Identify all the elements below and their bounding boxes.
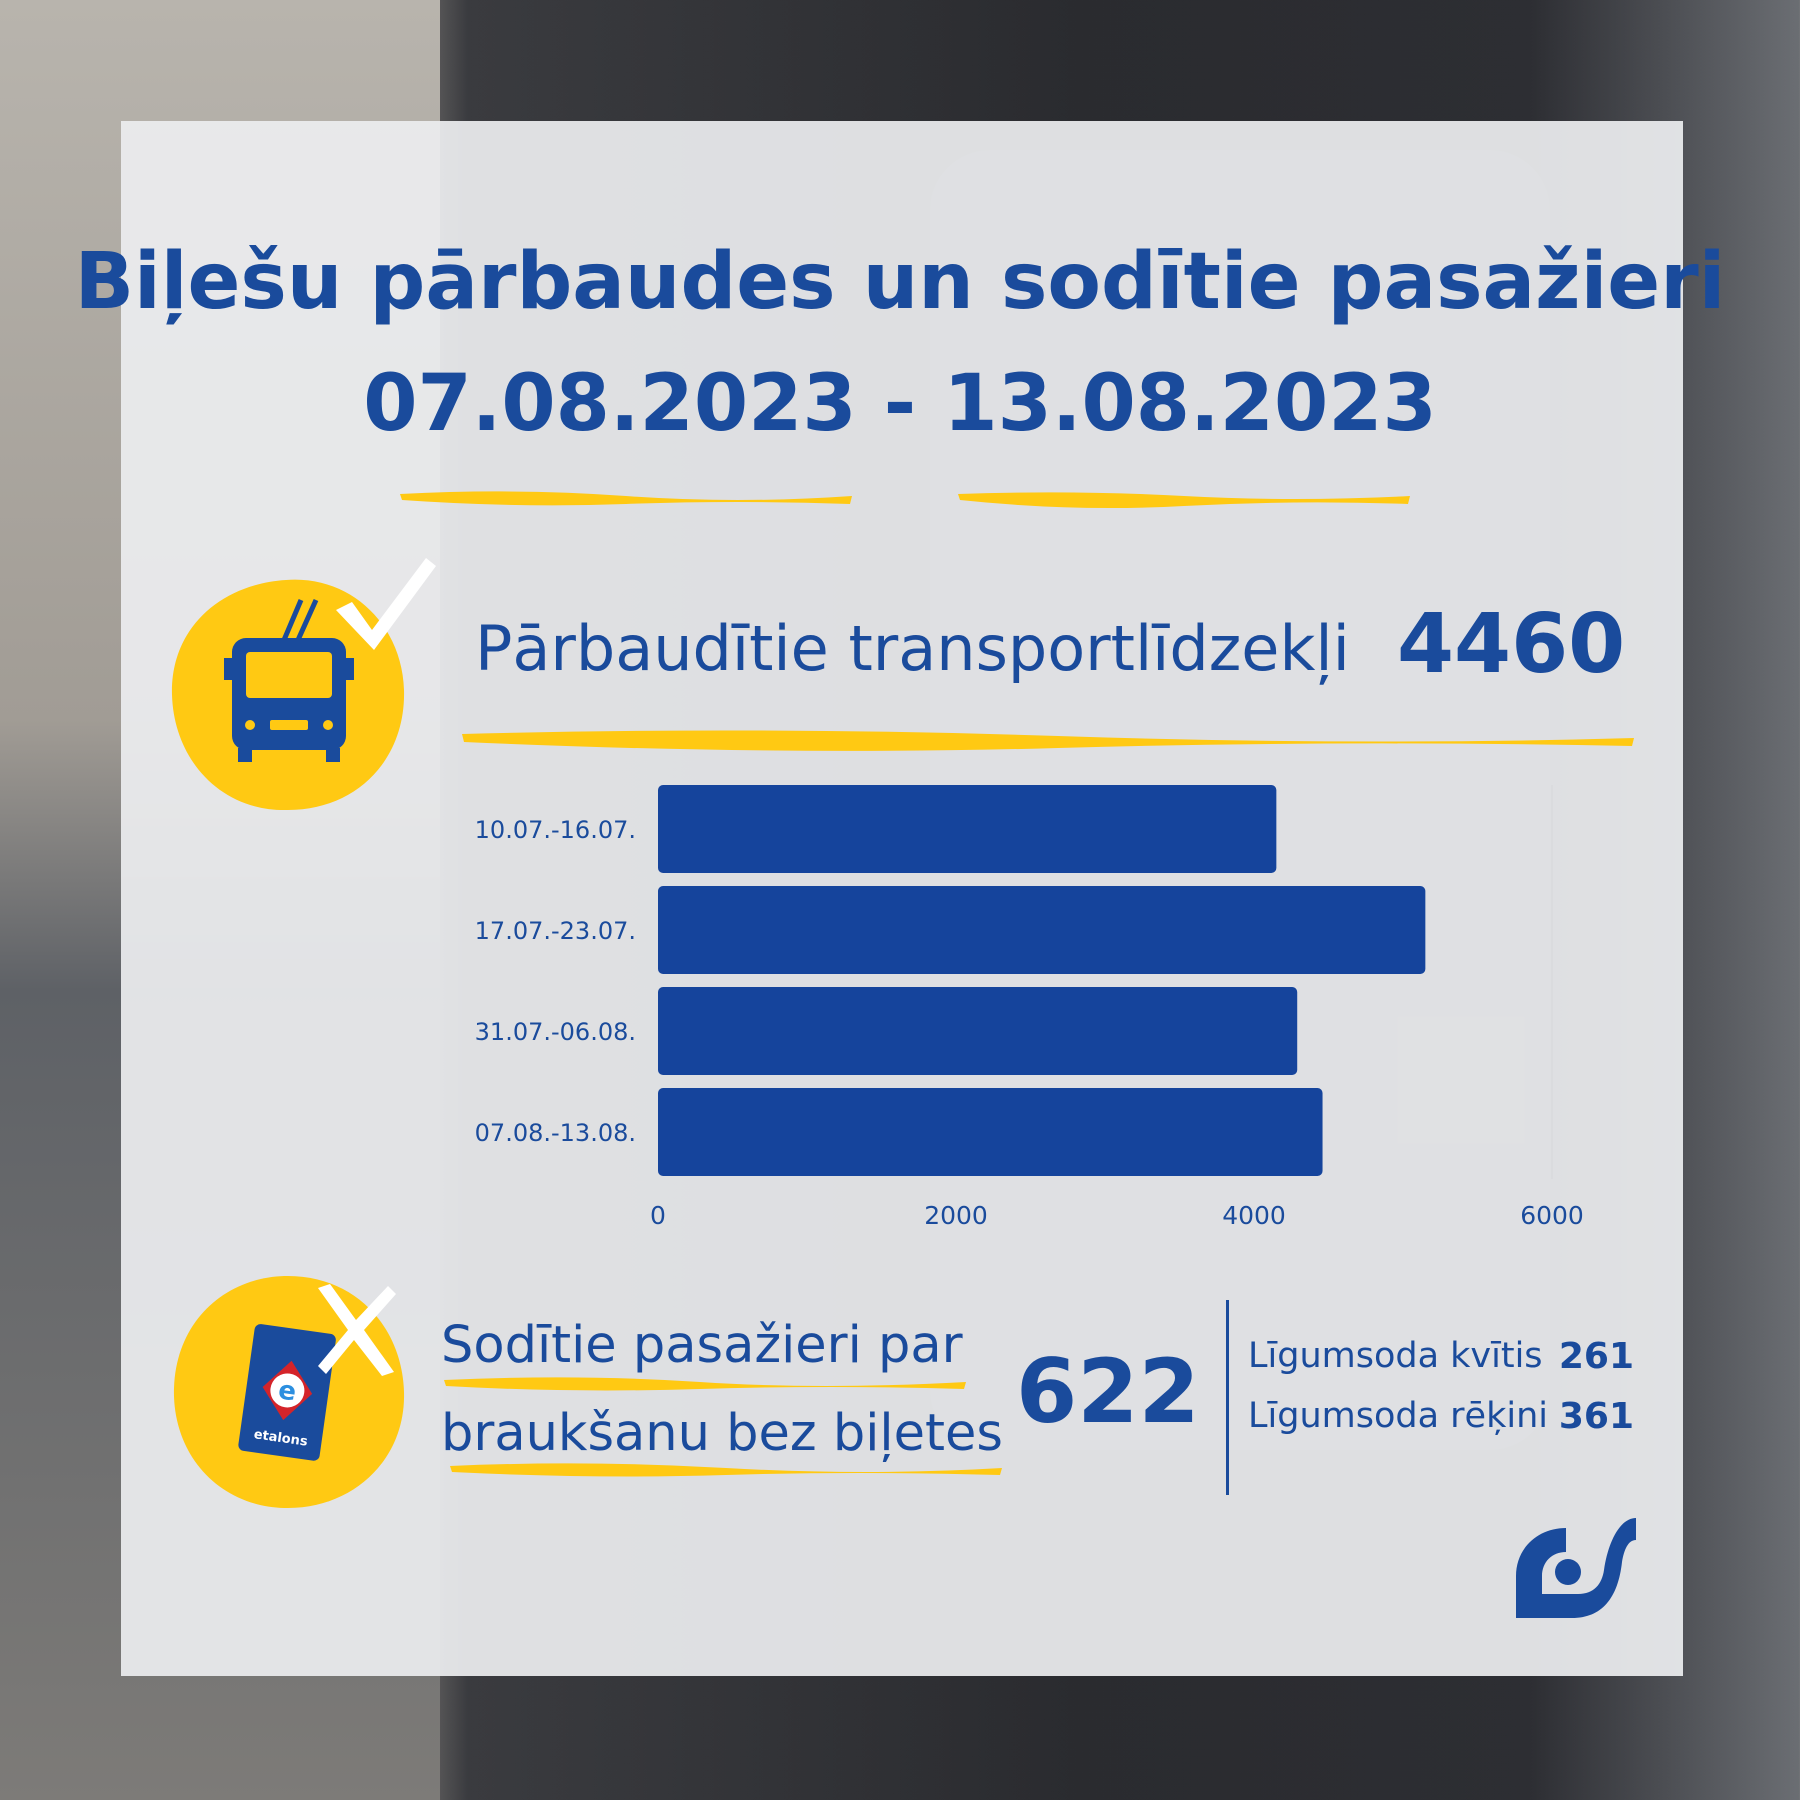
chart-bar xyxy=(658,1088,1323,1176)
fined-underline-1 xyxy=(444,1377,966,1391)
page-title: Biļešu pārbaudes un sodītie pasažieri xyxy=(74,237,1726,327)
title-underline-left xyxy=(400,491,852,506)
title-underline-right xyxy=(958,492,1410,508)
fined-label-line2: braukšanu bez biļetes xyxy=(441,1404,1003,1463)
vehicles-underline xyxy=(462,730,1634,751)
vehicles-label: Pārbaudītie transportlīdzekļi xyxy=(475,612,1350,685)
vehicles-bar-chart: 10.07.-16.07. 17.07.-23.07. 31.07.-06.08. 0… xyxy=(475,785,1584,1230)
chart-category-label: 10.07.-16.07. xyxy=(475,816,636,844)
fined-value: 622 xyxy=(1016,1340,1200,1443)
invoices-label: Līgumsoda rēķini xyxy=(1248,1396,1548,1436)
fined-underline-2 xyxy=(450,1463,1002,1477)
stats-divider xyxy=(1226,1300,1229,1495)
invoices-value: 361 xyxy=(1558,1396,1634,1437)
checkmark-icon xyxy=(336,558,436,650)
date-range: 07.08.2023 - 13.08.2023 xyxy=(363,359,1437,449)
svg-text:e: e xyxy=(276,1375,298,1407)
fined-label-line1: Sodītie pasažieri par xyxy=(441,1316,963,1375)
cross-icon xyxy=(318,1284,396,1376)
chart-category-label: 17.07.-23.07. xyxy=(475,917,636,945)
chart-category-label: 31.07.-06.08. xyxy=(475,1018,636,1046)
chart-category-label: 07.08.-13.08. xyxy=(475,1119,636,1147)
company-logo-icon xyxy=(1516,1518,1636,1618)
chart-tick-label: 4000 xyxy=(1222,1201,1286,1230)
chart-bar xyxy=(658,785,1277,873)
chart-tick-label: 0 xyxy=(650,1201,666,1230)
chart-tick-label: 6000 xyxy=(1520,1201,1584,1230)
chart-bar xyxy=(658,886,1426,974)
trolleybus-icon xyxy=(171,579,405,811)
chart-bar xyxy=(658,987,1298,1075)
vehicles-value: 4460 xyxy=(1397,597,1626,692)
chart-tick-label: 2000 xyxy=(924,1201,988,1230)
receipts-label: Līgumsoda kvītis xyxy=(1248,1336,1543,1376)
receipts-value: 261 xyxy=(1558,1336,1634,1377)
